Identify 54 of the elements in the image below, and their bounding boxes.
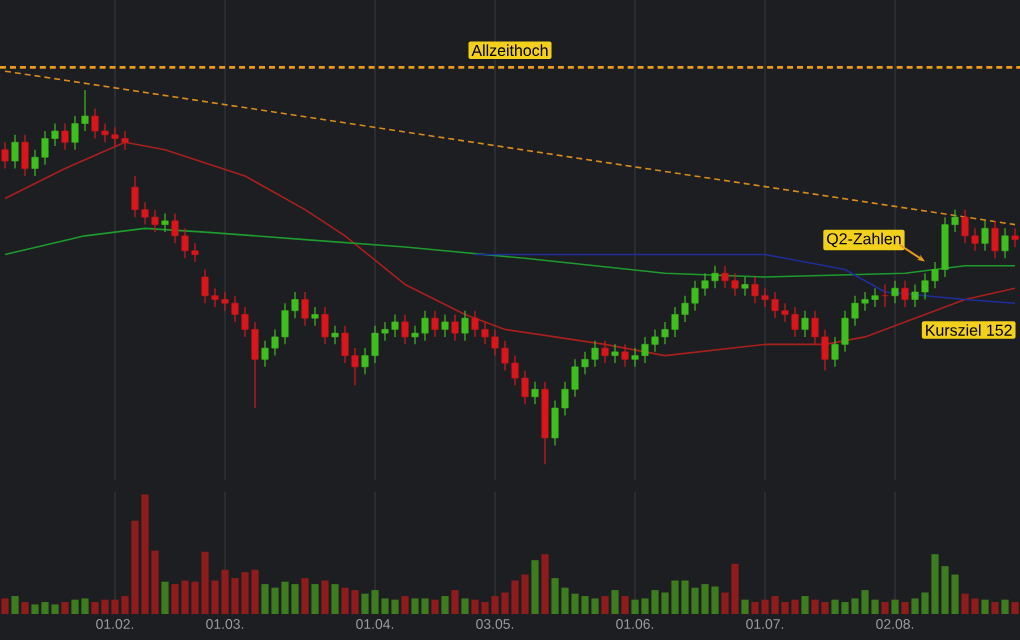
candlestick <box>441 313 449 338</box>
candlestick <box>301 291 309 327</box>
candlestick <box>891 280 899 304</box>
bar <box>991 602 999 614</box>
bar <box>161 581 169 614</box>
candlestick <box>311 306 319 327</box>
candlestick <box>531 381 539 405</box>
bar <box>801 596 809 614</box>
candlestick <box>61 122 69 151</box>
bar <box>741 599 749 614</box>
bar <box>1 598 9 614</box>
bar <box>901 602 909 614</box>
bar <box>881 602 889 614</box>
bar <box>981 599 989 614</box>
candlestick <box>331 325 339 345</box>
bar <box>621 596 629 614</box>
candlestick <box>161 212 169 233</box>
candlestick <box>11 134 19 170</box>
bar <box>451 590 459 614</box>
candlestick <box>1011 227 1019 248</box>
bar <box>891 599 899 614</box>
candlestick <box>451 313 459 342</box>
candlestick <box>801 310 809 338</box>
bar <box>301 578 309 614</box>
candlestick <box>621 343 629 368</box>
bar <box>21 602 29 614</box>
candlestick <box>1 141 9 170</box>
bar <box>321 580 329 614</box>
candlestick <box>431 310 439 338</box>
candlestick <box>321 306 329 345</box>
bar <box>11 596 19 614</box>
bar <box>611 590 619 614</box>
bar <box>1011 602 1019 614</box>
candlestick <box>1001 227 1009 259</box>
bar <box>1001 599 1009 614</box>
candlestick <box>901 280 909 308</box>
bar <box>441 596 449 614</box>
candlestick <box>611 343 619 364</box>
bar <box>601 596 609 614</box>
candlestick <box>401 313 409 345</box>
bar <box>531 560 539 614</box>
candlestick <box>741 276 749 297</box>
bar <box>331 584 339 614</box>
bar <box>541 554 549 614</box>
candlestick <box>21 134 29 177</box>
candlestick <box>981 220 989 252</box>
bar <box>61 602 69 614</box>
candlestick <box>601 340 609 364</box>
bar <box>311 584 319 614</box>
bar <box>401 596 409 614</box>
bar <box>431 599 439 614</box>
bar <box>461 598 469 614</box>
candlestick <box>461 310 469 342</box>
candlestick <box>991 220 999 259</box>
